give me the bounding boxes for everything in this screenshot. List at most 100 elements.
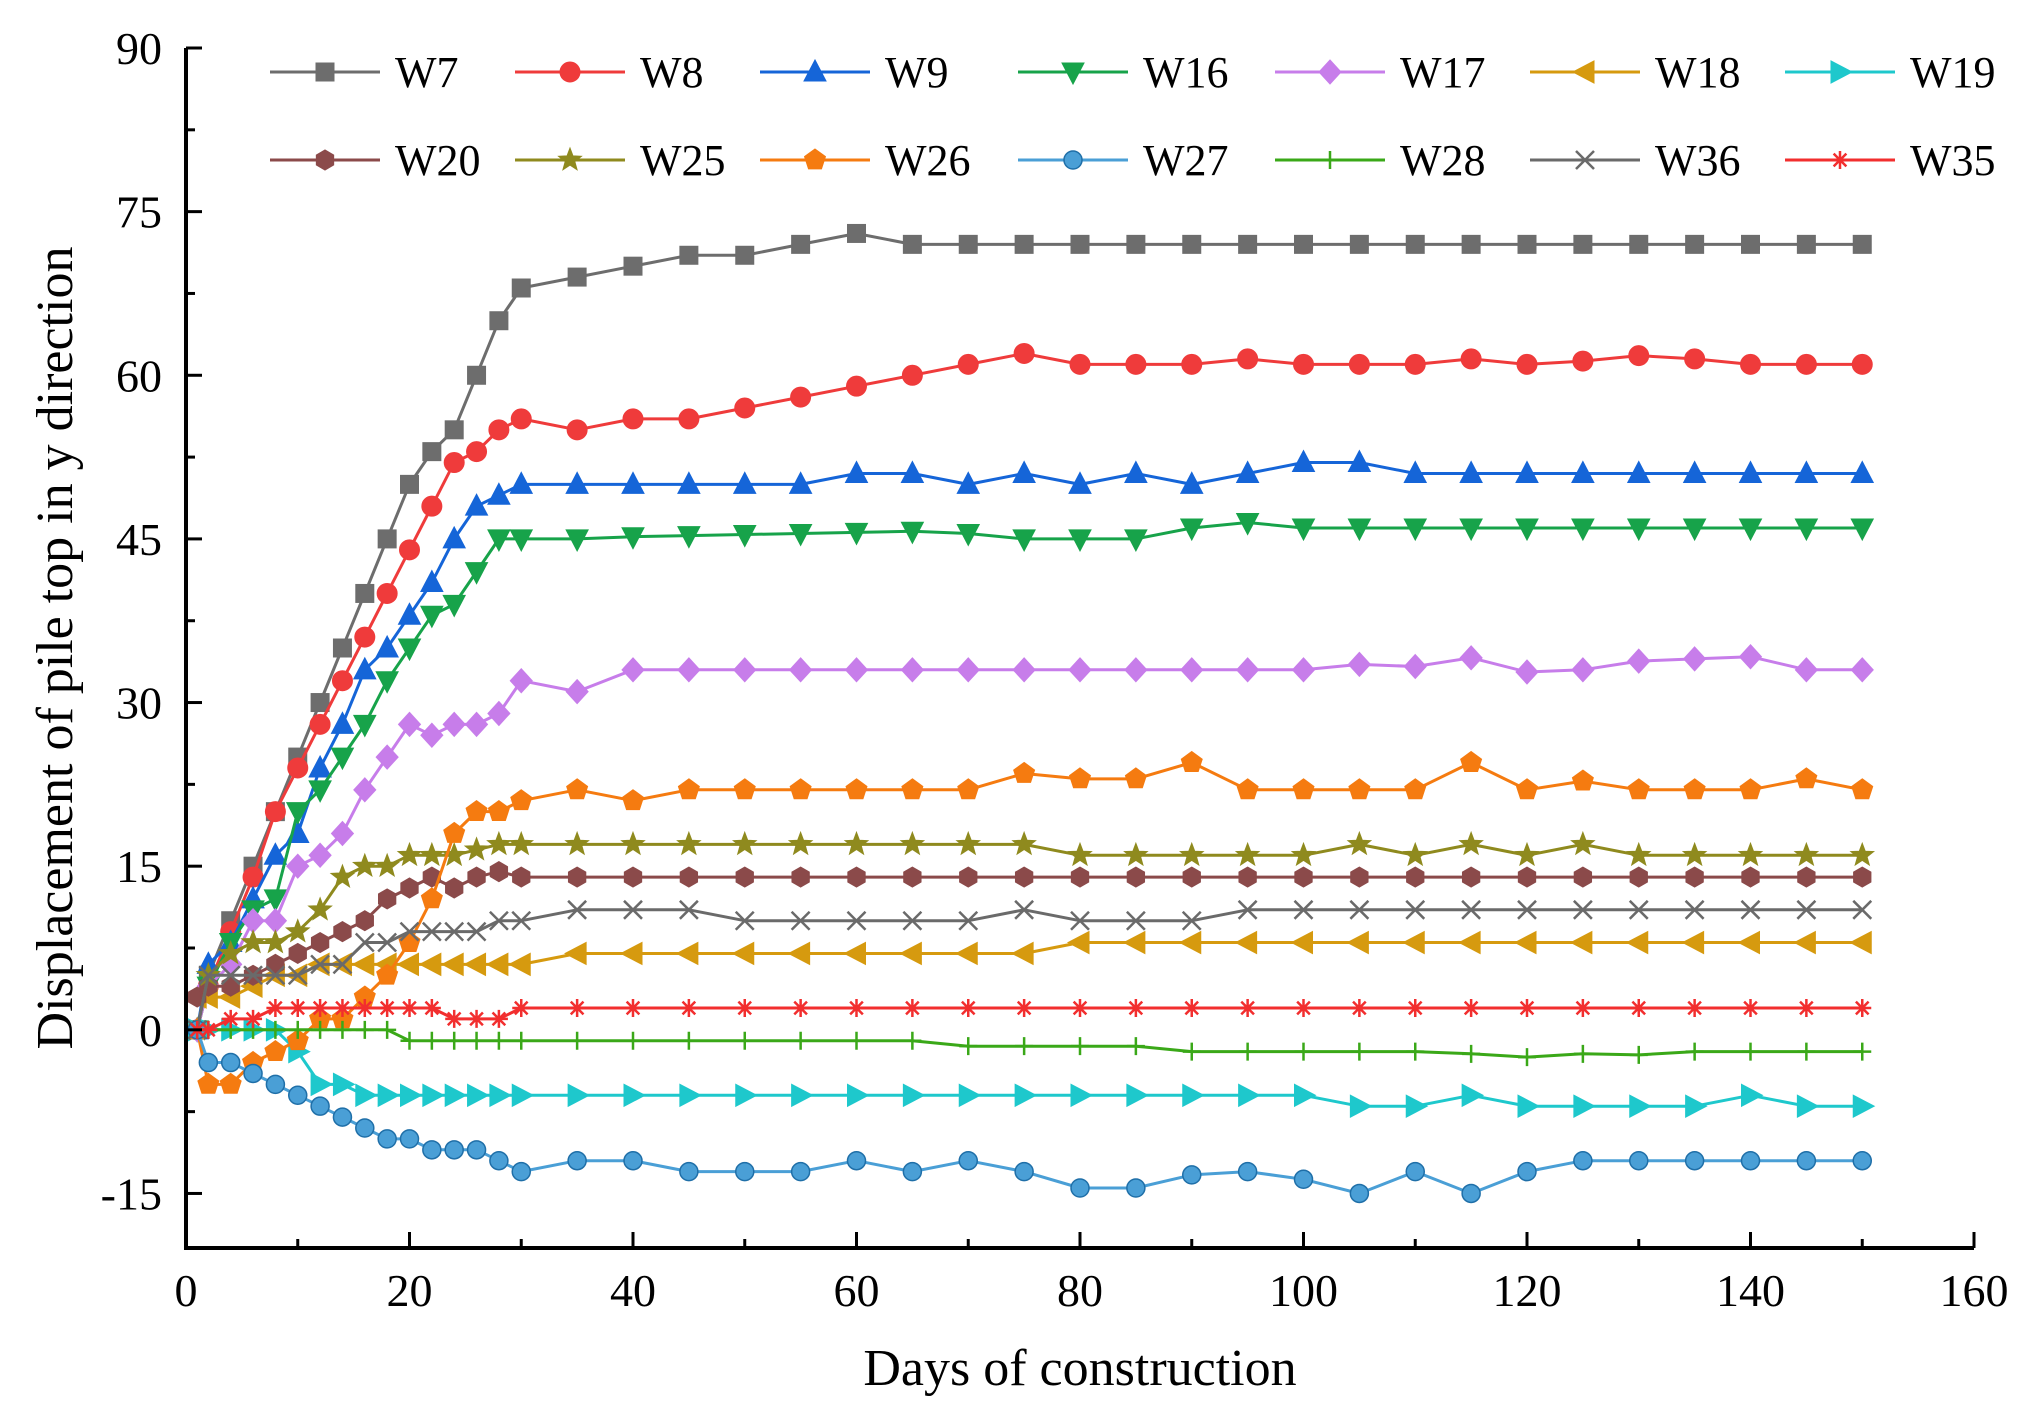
data-point-w27 <box>399 1129 420 1149</box>
data-point-w19 <box>791 1083 814 1108</box>
data-point-w8 <box>1069 353 1091 375</box>
data-point-w9 <box>464 493 489 516</box>
data-point-w16 <box>1124 529 1148 552</box>
data-point-w35 <box>199 1020 218 1039</box>
series-w20 <box>188 861 1872 1008</box>
legend-marker <box>803 58 827 82</box>
data-point-w26 <box>1627 778 1650 800</box>
data-point-w36 <box>902 910 923 931</box>
data-point-w19 <box>489 1083 512 1108</box>
data-point-w9 <box>397 602 422 625</box>
data-point-w8 <box>790 386 812 408</box>
data-point-w26 <box>197 1072 220 1094</box>
data-point-w25 <box>676 830 702 856</box>
data-point-w35 <box>903 999 922 1017</box>
data-point-w27 <box>198 1052 219 1073</box>
data-point-w9 <box>1347 449 1372 473</box>
data-point-w35 <box>288 999 307 1017</box>
data-point-w26 <box>1180 750 1203 772</box>
data-point-w16 <box>1068 529 1092 552</box>
series-w27 <box>187 1020 1872 1204</box>
data-point-w35 <box>1685 999 1704 1017</box>
data-point-w7 <box>1741 234 1760 254</box>
data-point-w25 <box>441 841 467 867</box>
data-point-w26 <box>901 778 924 800</box>
data-point-w19 <box>1685 1094 1708 1119</box>
data-point-w28 <box>1573 1044 1592 1063</box>
data-point-w26 <box>1236 778 1259 800</box>
data-point-w16 <box>1179 518 1204 542</box>
data-point-w18 <box>463 952 487 977</box>
data-point-w9 <box>509 471 534 494</box>
data-point-w17 <box>733 657 757 683</box>
data-point-w7 <box>377 529 397 549</box>
series-layer <box>186 223 1876 1204</box>
data-point-w8 <box>1013 342 1035 364</box>
data-point-w36 <box>287 965 308 986</box>
data-point-w8 <box>622 408 644 430</box>
data-point-w17 <box>509 667 533 694</box>
data-point-w36 <box>1740 899 1761 920</box>
data-point-w16 <box>844 522 869 546</box>
data-point-w20 <box>679 866 699 888</box>
data-point-w35 <box>489 1009 508 1028</box>
data-point-w18 <box>1178 930 1202 955</box>
data-point-w17 <box>1068 657 1092 683</box>
legend-marker <box>1061 62 1085 86</box>
data-point-w18 <box>955 941 978 966</box>
data-point-w17 <box>442 711 466 738</box>
data-point-w9 <box>487 482 511 505</box>
data-point-w18 <box>1402 930 1425 955</box>
data-point-w36 <box>1014 899 1035 920</box>
data-point-w28 <box>1685 1042 1704 1061</box>
legend-item-w26: W26 <box>760 136 971 185</box>
data-point-w26 <box>376 963 399 985</box>
data-point-w19 <box>1070 1083 1094 1108</box>
data-point-w27 <box>1237 1161 1258 1182</box>
data-point-w27 <box>1740 1150 1761 1171</box>
data-point-w20 <box>1182 866 1201 888</box>
data-point-w20 <box>735 866 754 888</box>
data-point-w7 <box>567 267 587 287</box>
data-point-w28 <box>903 1031 922 1050</box>
legend-marker <box>1321 151 1339 169</box>
data-point-w16 <box>1459 518 1483 542</box>
data-point-w28 <box>1629 1045 1648 1064</box>
x-tick-label: 120 <box>1493 1265 1562 1316</box>
data-point-w7 <box>1685 234 1705 254</box>
data-point-w17 <box>1403 653 1427 680</box>
data-point-w16 <box>330 747 355 771</box>
data-point-w27 <box>567 1150 587 1171</box>
data-point-w8 <box>421 495 443 517</box>
y-tick-label: 30 <box>116 678 162 729</box>
data-point-w25 <box>419 841 445 867</box>
data-point-w8 <box>1181 353 1203 375</box>
data-point-w7 <box>791 234 811 254</box>
data-point-w17 <box>956 657 980 683</box>
data-point-w18 <box>351 952 375 977</box>
data-point-w8 <box>1684 348 1706 370</box>
data-point-w36 <box>958 910 979 931</box>
data-point-w20 <box>623 866 643 888</box>
data-point-w20 <box>1573 866 1593 888</box>
data-point-w16 <box>420 605 444 629</box>
data-point-w16 <box>397 638 422 662</box>
data-point-w19 <box>1182 1083 1205 1108</box>
data-point-w36 <box>243 965 263 986</box>
data-point-w36 <box>489 910 509 931</box>
data-point-w17 <box>788 657 813 683</box>
series-w19 <box>187 1017 1876 1119</box>
data-point-w16 <box>263 889 288 912</box>
data-point-w8 <box>1628 345 1650 367</box>
data-point-w35 <box>568 999 587 1017</box>
data-point-w7 <box>1573 234 1593 254</box>
data-point-w36 <box>1237 899 1258 920</box>
data-point-w17 <box>464 711 489 738</box>
data-point-w27 <box>243 1063 263 1084</box>
data-point-w36 <box>1796 899 1817 920</box>
series-w18 <box>186 930 1872 1009</box>
data-point-w25 <box>307 896 333 921</box>
data-point-w19 <box>355 1083 378 1108</box>
data-point-w35 <box>959 999 978 1017</box>
